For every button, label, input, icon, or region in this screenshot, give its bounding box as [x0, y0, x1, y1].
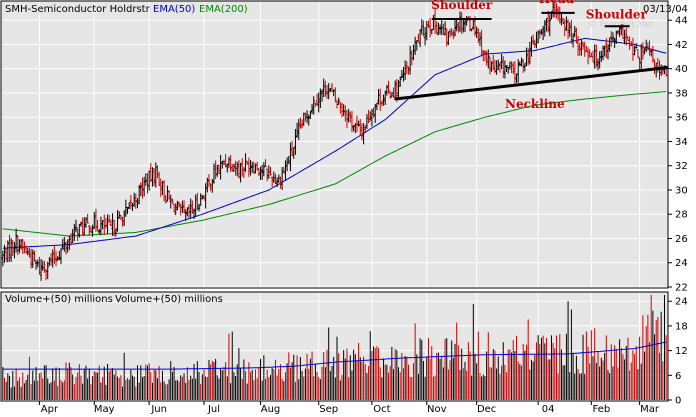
x-tick-label: Mar	[640, 404, 660, 415]
x-tick-label: Oct	[373, 404, 390, 415]
volume-tick-label: 0	[675, 396, 681, 407]
price-panel-background	[0, 0, 669, 289]
ema200-line	[2, 91, 667, 237]
ema200-line-group	[2, 91, 667, 237]
price-bars	[1, 0, 668, 281]
neckline	[395, 65, 669, 101]
price-grid	[2, 2, 667, 288]
annotation-label: Shoulder	[586, 8, 648, 22]
volume-tick-label: 12	[675, 346, 688, 357]
annotation-label: Shoulder	[431, 0, 493, 12]
price-tick-label: 32	[675, 161, 688, 172]
price-tick-label: 44	[675, 16, 688, 27]
x-axis: Apr May Jun Jul Aug Sep Oct Nov Dec 04 Feb Mar	[38, 401, 660, 415]
price-tick-label: 34	[675, 137, 688, 148]
volume-tick-label: 6	[675, 371, 681, 382]
x-tick-label: Aug	[261, 404, 281, 415]
volume-y-axis: 0 6 12 18 24	[668, 297, 688, 407]
price-tick-label: 30	[675, 185, 688, 196]
annotation-label: Head	[539, 0, 575, 6]
x-tick-label: Sep	[319, 404, 338, 415]
price-tick-label: 24	[675, 258, 688, 269]
price-tick-label: 28	[675, 210, 688, 221]
chart-date: 03/13/04	[643, 4, 688, 15]
chart-title: SMH-Semiconductor Holdrstr	[5, 4, 151, 15]
legend-ema50: EMA(50)	[153, 4, 195, 15]
pattern-overlay: Shoulder Head Shoulder Neckline	[395, 0, 669, 111]
x-tick-label: Nov	[427, 404, 447, 415]
x-tick-label: Apr	[41, 404, 59, 415]
price-tick-label: 40	[675, 64, 688, 75]
x-tick-label: Jul	[207, 404, 220, 415]
price-tick-label: 42	[675, 40, 688, 51]
x-tick-label: Dec	[477, 404, 496, 415]
x-tick-label: Feb	[592, 404, 610, 415]
x-tick-label: 04	[542, 404, 555, 415]
ema50-line	[2, 37, 667, 249]
volume-title: Volume+(50) millions	[5, 294, 113, 305]
price-tick-label: 38	[675, 88, 688, 99]
x-tick-label: May	[94, 404, 115, 415]
price-tick-label: 22	[675, 283, 688, 294]
volume-tick-label: 24	[675, 297, 688, 308]
annotation-label: Neckline	[505, 97, 565, 111]
volume-tick-label: 18	[675, 321, 688, 332]
ema50-line-group	[2, 37, 667, 249]
price-tick-label: 26	[675, 234, 688, 245]
x-tick-label: Jun	[150, 404, 167, 415]
price-tick-label: 36	[675, 113, 688, 124]
legend-ema200: EMA(200)	[199, 4, 248, 15]
price-y-axis: 22 24 26 28 30 32 34 36 38 40 42 44	[668, 16, 688, 294]
volume-average-group	[2, 341, 667, 370]
volume-average-line	[2, 341, 667, 370]
volume-bars	[2, 295, 667, 400]
volume-subtitle: Volume+(50) millions	[115, 294, 223, 305]
